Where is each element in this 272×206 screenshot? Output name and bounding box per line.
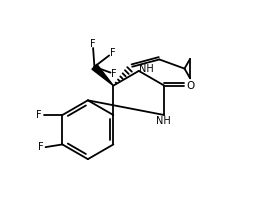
Text: F: F (111, 69, 116, 79)
Text: F: F (90, 39, 96, 49)
Text: O: O (186, 81, 195, 91)
Polygon shape (92, 64, 113, 86)
Text: F: F (110, 48, 115, 58)
Text: NH: NH (156, 116, 170, 126)
Text: F: F (36, 110, 41, 120)
Text: F: F (38, 142, 43, 152)
Text: NH: NH (139, 64, 154, 74)
